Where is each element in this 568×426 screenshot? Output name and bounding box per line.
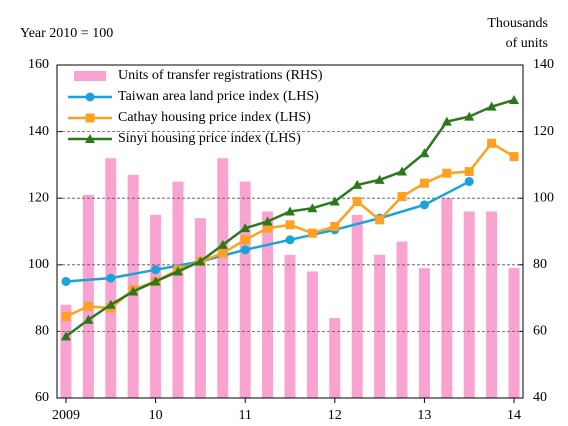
marker	[217, 239, 228, 249]
legend-marker	[85, 92, 95, 102]
marker	[151, 265, 161, 275]
marker	[509, 94, 520, 104]
legend-swatch	[74, 71, 106, 81]
bar	[194, 218, 206, 398]
y-tick-label: 140	[28, 124, 49, 139]
y2-axis-label: of units	[506, 36, 548, 51]
marker	[397, 192, 407, 202]
marker	[240, 223, 251, 233]
marker	[61, 311, 71, 321]
x-tick-label: 11	[238, 408, 251, 423]
x-tick-label: 13	[417, 408, 431, 423]
bar	[239, 181, 251, 398]
marker	[307, 228, 317, 238]
y2-tick-label: 40	[533, 390, 547, 405]
marker	[419, 200, 429, 210]
marker	[285, 235, 295, 245]
y-tick-label: 60	[35, 390, 49, 405]
y2-tick-label: 100	[533, 190, 554, 205]
grid	[57, 131, 523, 332]
bar	[306, 271, 318, 398]
x-tick-label: 12	[328, 408, 342, 423]
marker	[240, 245, 250, 255]
line	[65, 180, 470, 283]
marker	[441, 116, 452, 126]
y-tick-label: 120	[28, 190, 49, 205]
y2-tick-label: 120	[533, 124, 554, 139]
legend-marker	[85, 134, 95, 143]
bar	[396, 241, 408, 398]
legend-label: Taiwan area land price index (LHS)	[118, 89, 319, 104]
marker	[329, 196, 340, 206]
legend-label: Cathay housing price index (LHS)	[118, 110, 311, 125]
marker	[83, 301, 93, 311]
y-tick-label: 100	[28, 257, 49, 272]
y-axis-label: Year 2010 = 100	[20, 26, 113, 41]
marker	[150, 276, 161, 286]
marker	[128, 286, 139, 296]
x-tick-label: 14	[507, 408, 521, 423]
bar	[82, 194, 94, 398]
marker	[83, 314, 94, 324]
bar	[418, 268, 430, 398]
marker	[442, 168, 452, 178]
marker	[352, 197, 362, 207]
marker	[419, 178, 429, 188]
marker	[285, 220, 295, 230]
legend-marker	[85, 113, 95, 123]
y2-tick-label: 80	[533, 257, 547, 272]
x-tick-label: 2009	[52, 408, 80, 423]
y2-axis-label: Thousands	[487, 16, 548, 31]
marker	[330, 222, 340, 232]
bar	[351, 214, 363, 398]
marker	[218, 248, 228, 258]
marker	[509, 152, 519, 162]
marker	[60, 331, 71, 341]
marker	[487, 138, 497, 148]
marker	[61, 276, 71, 286]
bar	[329, 318, 341, 398]
bar	[150, 214, 162, 398]
marker	[172, 266, 183, 276]
bar	[441, 198, 453, 398]
y-tick-label: 80	[35, 324, 49, 339]
y2-tick-label: 140	[533, 57, 554, 72]
marker	[195, 256, 206, 266]
marker	[375, 215, 385, 225]
marker	[464, 177, 474, 187]
bar	[486, 211, 498, 398]
bar	[284, 254, 296, 398]
marker	[262, 216, 273, 226]
y2-tick-label: 60	[533, 324, 547, 339]
marker	[240, 235, 250, 245]
bar	[60, 304, 72, 398]
marker	[307, 203, 318, 213]
bar	[374, 254, 386, 398]
marker	[486, 101, 497, 111]
marker	[464, 111, 475, 121]
bar	[262, 211, 274, 398]
y-tick-label: 160	[28, 57, 49, 72]
bar	[217, 158, 229, 398]
legend-label: Units of transfer registrations (RHS)	[118, 68, 323, 83]
marker	[352, 179, 363, 189]
marker	[105, 299, 116, 309]
bar	[172, 181, 184, 398]
marker	[397, 166, 408, 176]
bar	[463, 211, 475, 398]
marker	[106, 273, 116, 283]
bar	[508, 268, 520, 398]
marker	[464, 167, 474, 177]
marker	[419, 148, 430, 158]
plot-frame	[56, 64, 524, 399]
legend-label: Sinyi housing price index (LHS)	[118, 131, 301, 146]
x-tick-label: 10	[149, 408, 163, 423]
marker	[374, 174, 385, 184]
marker	[285, 206, 295, 216]
marker	[263, 223, 273, 233]
